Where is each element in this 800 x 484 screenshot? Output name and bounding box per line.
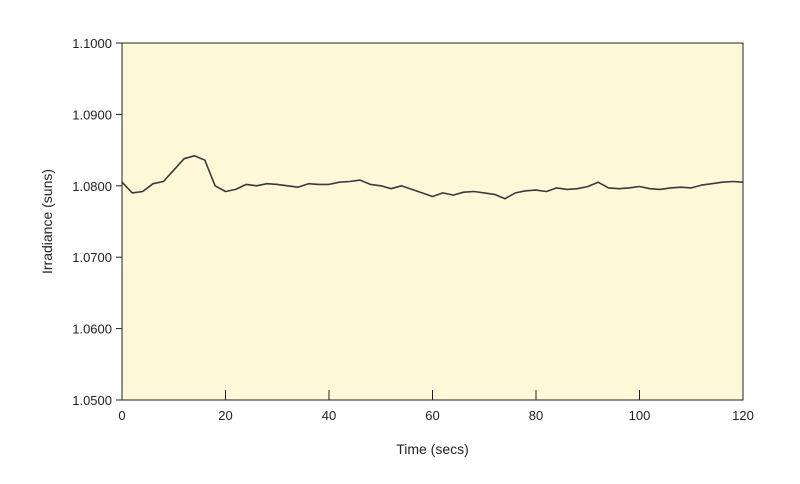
- x-axis-ticks: 0 20 40 60 80 100 120: [118, 390, 754, 423]
- y-tick-label: 1.1000: [72, 36, 112, 51]
- y-axis-ticks: 1.0500 1.0600 1.0700 1.0800 1.0900 1.1000: [72, 36, 122, 408]
- x-tick-label: 20: [218, 408, 232, 423]
- y-axis-title: Irradiance (suns): [39, 169, 55, 274]
- y-tick-label: 1.0500: [72, 393, 112, 408]
- x-tick-label: 60: [425, 408, 439, 423]
- y-tick-label: 1.0800: [72, 179, 112, 194]
- x-tick-label: 0: [118, 408, 125, 423]
- plot-area: [122, 43, 743, 400]
- y-tick-label: 1.0600: [72, 322, 112, 337]
- x-tick-label: 100: [629, 408, 651, 423]
- x-tick-label: 120: [732, 408, 754, 423]
- x-axis-title: Time (secs): [396, 441, 469, 457]
- y-tick-label: 1.0700: [72, 250, 112, 265]
- x-tick-label: 80: [529, 408, 543, 423]
- irradiance-series-line: [121, 155, 744, 200]
- plot-frame: [121, 42, 744, 401]
- x-tick-label: 40: [322, 408, 336, 423]
- y-tick-label: 1.0900: [72, 107, 112, 122]
